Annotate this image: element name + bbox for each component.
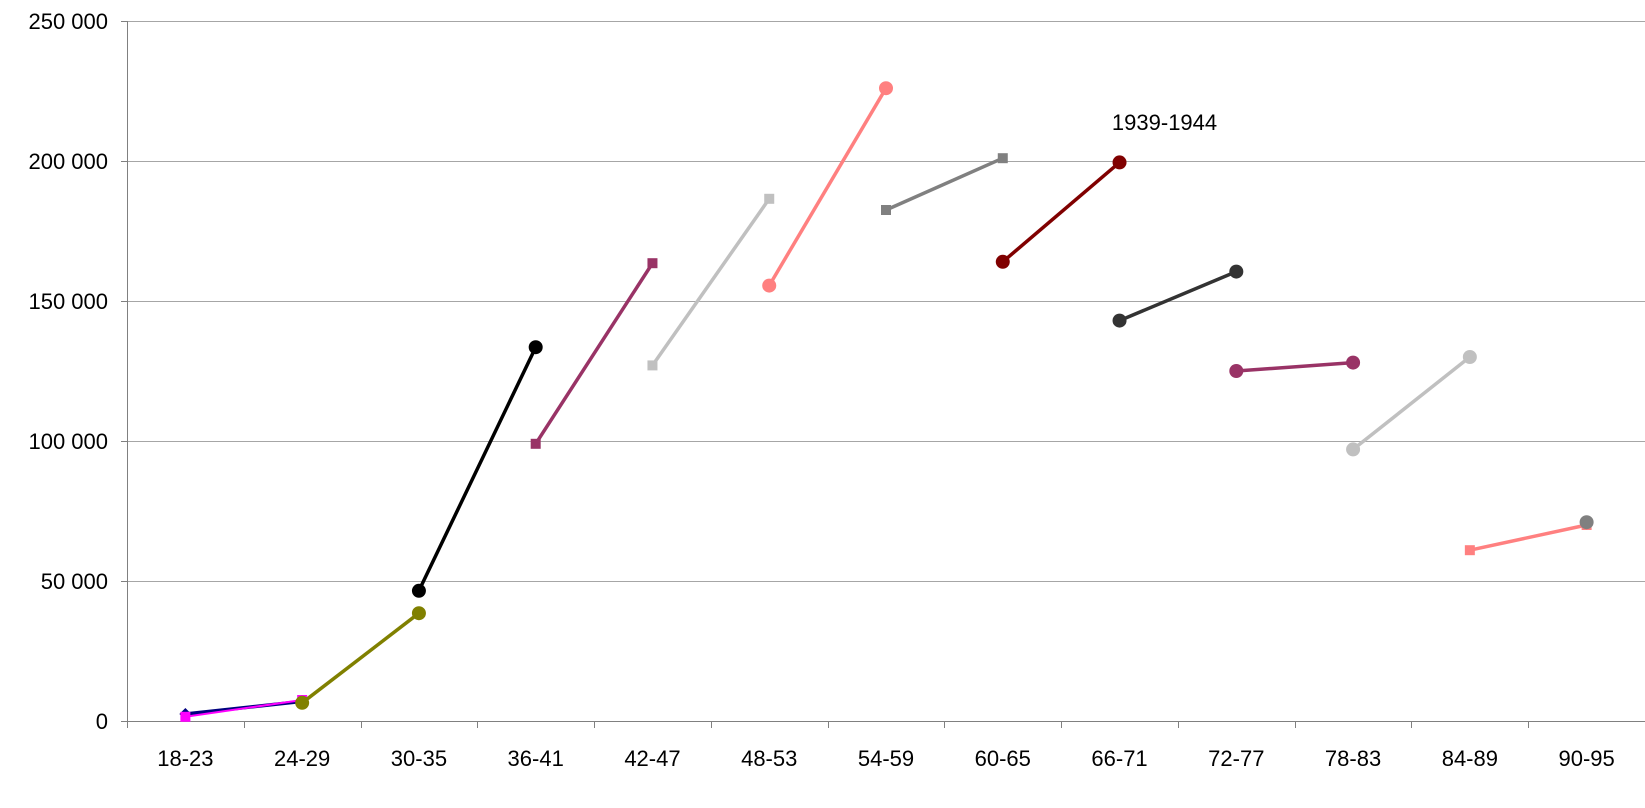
data-point (1229, 364, 1244, 378)
data-point (1579, 515, 1594, 530)
x-tick-label: 78-83 (1325, 746, 1381, 771)
x-tick-label: 48-53 (741, 746, 797, 771)
data-point (647, 258, 658, 269)
data-point (764, 193, 775, 204)
data-point (411, 583, 426, 598)
data-point (995, 254, 1010, 269)
data-point (1346, 442, 1361, 457)
data-point (647, 360, 658, 371)
series-8 (995, 155, 1127, 269)
y-axis-tick-labels: 0 50 000 100 000 150 000 200 000 250 000 (28, 9, 108, 734)
data-point (879, 81, 893, 96)
data-point (180, 711, 191, 722)
y-tick-label: 150 000 (28, 289, 108, 314)
series-line (767, 87, 888, 287)
series-11 (1346, 350, 1477, 457)
series-line (1001, 161, 1121, 264)
series-4 (530, 258, 658, 449)
gridlines (127, 21, 1645, 582)
series-line (1236, 360, 1354, 373)
y-tick-label: 50 000 (41, 569, 108, 594)
series-line (1469, 523, 1587, 552)
series-6 (762, 81, 893, 293)
data-point (1229, 264, 1244, 279)
x-axis-tick-labels: 18-23 24-29 30-35 36-41 42-47 48-53 54-59 60-65… (157, 746, 1615, 771)
data-point (411, 606, 426, 621)
x-tick-label: 18-23 (157, 746, 213, 771)
series-3 (411, 340, 543, 598)
x-tick-label: 42-47 (624, 746, 680, 771)
series-line (1118, 269, 1237, 323)
data-point (1112, 313, 1127, 328)
series-9 (1112, 264, 1244, 328)
series-13 (1579, 515, 1594, 530)
data-point (881, 205, 891, 215)
y-tick-label: 250 000 (28, 9, 108, 34)
data-point (1112, 155, 1127, 170)
data-point (1462, 350, 1477, 364)
x-tick-label: 24-29 (274, 746, 330, 771)
series-2 (295, 606, 426, 710)
series-12 (1464, 520, 1592, 556)
data-point (530, 438, 541, 449)
data-point (295, 695, 310, 710)
y-tick-label: 200 000 (28, 149, 108, 174)
annotation-label: 1939-1944 (1112, 110, 1217, 135)
data-point (762, 278, 777, 293)
x-tick-label: 54-59 (858, 746, 914, 771)
x-tick-label: 60-65 (975, 746, 1031, 771)
series-line (417, 346, 538, 592)
x-tick-label: 36-41 (508, 746, 564, 771)
data-point (528, 340, 543, 355)
series-line (534, 262, 654, 445)
annotations: 1939-1944 (1112, 110, 1217, 135)
series-7 (881, 153, 1008, 215)
series-10 (1229, 355, 1361, 378)
series-line (301, 611, 420, 705)
series-5 (647, 193, 775, 371)
series-line (1352, 355, 1471, 451)
x-tick-label: 66-71 (1091, 746, 1147, 771)
series-1 (180, 695, 308, 722)
data-point (997, 153, 1008, 164)
y-tick-label: 0 (96, 709, 108, 734)
data-point (1346, 355, 1361, 370)
series (179, 81, 1594, 722)
axes (121, 21, 1645, 728)
x-tick-label: 84-89 (1442, 746, 1498, 771)
series-line (651, 197, 771, 367)
series-line (185, 699, 303, 718)
series-line (885, 156, 1004, 212)
x-tick-label: 30-35 (391, 746, 447, 771)
x-tick-label: 72-77 (1208, 746, 1264, 771)
data-point (1464, 545, 1475, 556)
x-tick-label: 90-95 (1558, 746, 1614, 771)
y-tick-label: 100 000 (28, 429, 108, 454)
